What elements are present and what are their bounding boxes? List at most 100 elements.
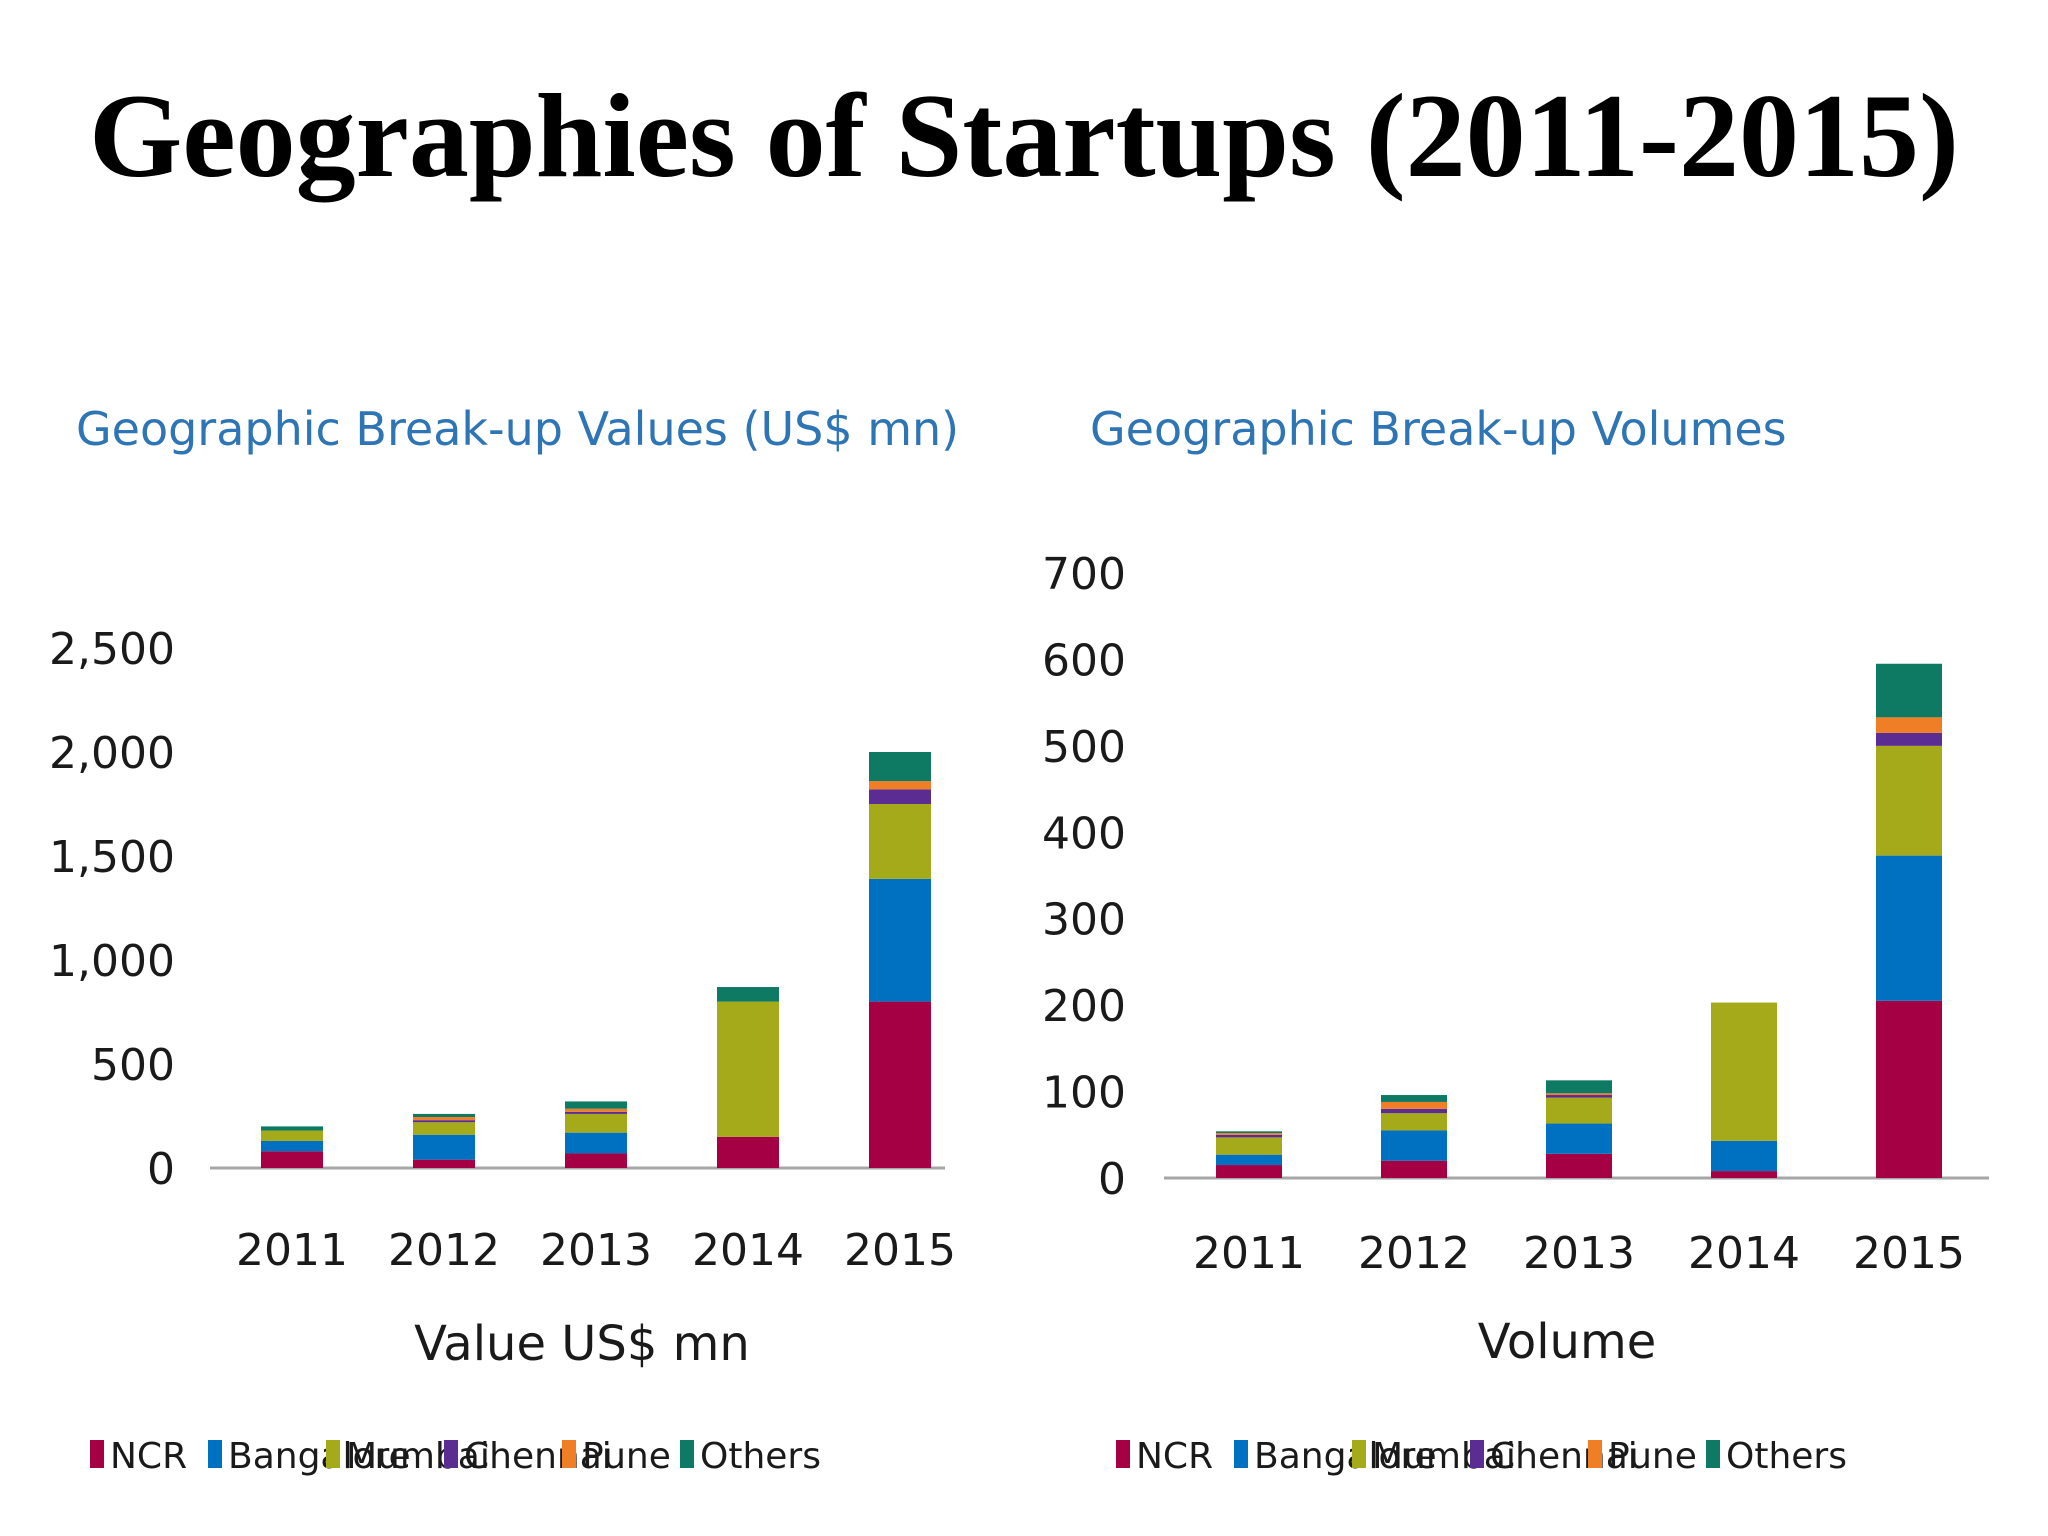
x-axis-title: Volume	[1478, 1314, 1657, 1370]
x-tick-label: 2012	[388, 1225, 500, 1276]
legend-swatch-chennai	[1470, 1440, 1484, 1468]
bar-bangalore-2013	[1546, 1123, 1612, 1154]
volume-chart-panel: Geographic Break-up Volumes 0 100 200 300 400…	[1024, 0, 2048, 1536]
bar-bangalore-2015	[1876, 855, 1942, 1001]
bar-chennai-2015	[1876, 732, 1942, 746]
y-tick-label: 700	[1042, 549, 1126, 600]
legend-label-ncr: NCR	[110, 1436, 187, 1477]
bar-chennai-2012	[1381, 1108, 1447, 1114]
bar-chennai-2011	[1216, 1134, 1282, 1138]
chart-title: Geographic Break-up Values (US$ mn)	[76, 402, 959, 456]
bar-mumbai-2014	[717, 1001, 779, 1137]
y-tick-label: 0	[1098, 1154, 1126, 1205]
legend-swatch-pune	[562, 1440, 576, 1468]
bar-pune-2011	[1216, 1133, 1282, 1135]
bar-pune-2012	[1381, 1101, 1447, 1109]
bar-mumbai-2013	[565, 1113, 627, 1133]
x-tick-label: 2015	[844, 1225, 956, 1276]
bar-others-2011	[261, 1126, 323, 1131]
y-tick-label: 500	[1042, 722, 1126, 773]
y-tick-label: 1,500	[49, 832, 175, 883]
legend-label-pune: Pune	[582, 1436, 671, 1477]
legend-swatch-others	[680, 1440, 694, 1468]
legend-swatch-bangalore	[208, 1440, 222, 1468]
bar-mumbai-2011	[1216, 1137, 1282, 1155]
bar-chennai-2013	[1546, 1095, 1612, 1098]
bar-ncr-2015	[1876, 1000, 1942, 1178]
legend-label-ncr: NCR	[1136, 1436, 1213, 1477]
legend-swatch-mumbai	[1352, 1440, 1366, 1468]
legend-label-chennai: Chennai	[464, 1436, 612, 1477]
bar-mumbai-2015	[869, 804, 931, 879]
y-tick-label: 200	[1042, 981, 1126, 1032]
bar-pune-2013	[1546, 1093, 1612, 1096]
bar-pune-2012	[413, 1117, 475, 1121]
volume-chart: Geographic Break-up Volumes 0 100 200 300 400…	[1042, 402, 1989, 1477]
y-tick-label: 2,000	[49, 728, 175, 779]
bar-pune-2013	[565, 1108, 627, 1112]
bar-pune-2015	[869, 781, 931, 790]
bar-mumbai-2012	[413, 1122, 475, 1135]
legend-label-others: Others	[700, 1436, 821, 1477]
bar-others-2015	[869, 752, 931, 782]
y-tick-label: 1,000	[49, 936, 175, 987]
bar-others-2014	[717, 987, 779, 1002]
legend-swatch-bangalore	[1234, 1440, 1248, 1468]
bar-pune-2015	[1876, 717, 1942, 733]
legend-label-pune: Pune	[1608, 1436, 1697, 1477]
y-tick-label: 300	[1042, 895, 1126, 946]
x-tick-label: 2014	[1688, 1228, 1800, 1279]
y-tick-label: 400	[1042, 808, 1126, 859]
bar-ncr-2011	[1216, 1165, 1282, 1178]
bar-others-2011	[1216, 1131, 1282, 1134]
legend-swatch-others	[1706, 1440, 1720, 1468]
x-tick-label: 2012	[1358, 1228, 1470, 1279]
bar-mumbai-2014	[1711, 1002, 1777, 1141]
y-tick-label: 600	[1042, 635, 1126, 686]
x-tick-label: 2013	[1523, 1228, 1635, 1279]
bar-others-2013	[1546, 1080, 1612, 1094]
bar-others-2012	[413, 1113, 475, 1118]
bar-chennai-2015	[869, 789, 931, 804]
bar-ncr-2014	[1711, 1171, 1777, 1178]
bar-bangalore-2011	[261, 1140, 323, 1152]
value-chart: Geographic Break-up Values (US$ mn) 0 500 1…	[49, 402, 959, 1477]
bar-ncr-2012	[413, 1159, 475, 1168]
bar-ncr-2013	[1546, 1153, 1612, 1178]
bar-others-2015	[1876, 663, 1942, 718]
bar-mumbai-2011	[261, 1130, 323, 1141]
bar-chennai-2012	[413, 1120, 475, 1123]
x-tick-label: 2014	[692, 1225, 804, 1276]
bar-others-2013	[565, 1101, 627, 1109]
x-tick-label: 2013	[540, 1225, 652, 1276]
bar-mumbai-2012	[1381, 1113, 1447, 1131]
legend-swatch-pune	[1588, 1440, 1602, 1468]
bar-bangalore-2015	[869, 878, 931, 1002]
bar-ncr-2014	[717, 1136, 779, 1168]
legend-label-mumbai: Mumbai	[346, 1436, 490, 1477]
x-tick-label: 2011	[1193, 1228, 1305, 1279]
y-tick-label: 500	[91, 1040, 175, 1091]
legend-label-chennai: Chennai	[1490, 1436, 1638, 1477]
bar-ncr-2015	[869, 1001, 931, 1168]
legend-label-others: Others	[1726, 1436, 1847, 1477]
bar-ncr-2011	[261, 1151, 323, 1168]
legend-swatch-ncr	[1116, 1440, 1130, 1468]
legend-label-bangalore: Bangalore	[228, 1436, 411, 1477]
bar-bangalore-2012	[413, 1134, 475, 1160]
bar-bangalore-2013	[565, 1132, 627, 1154]
bar-bangalore-2011	[1216, 1154, 1282, 1166]
bar-others-2012	[1381, 1095, 1447, 1102]
chart-title: Geographic Break-up Volumes	[1090, 402, 1787, 456]
bar-bangalore-2012	[1381, 1130, 1447, 1161]
legend-swatch-ncr	[90, 1440, 104, 1468]
legend-label-bangalore: Bangalore	[1254, 1436, 1437, 1477]
bar-ncr-2012	[1381, 1160, 1447, 1178]
bar-ncr-2013	[565, 1153, 627, 1168]
y-tick-label: 0	[147, 1144, 175, 1195]
bar-mumbai-2015	[1876, 745, 1942, 856]
legend-swatch-mumbai	[326, 1440, 340, 1468]
legend-swatch-chennai	[444, 1440, 458, 1468]
page-title: Geographies of Startups (2011-2015)	[89, 69, 1959, 202]
x-tick-label: 2015	[1853, 1228, 1965, 1279]
